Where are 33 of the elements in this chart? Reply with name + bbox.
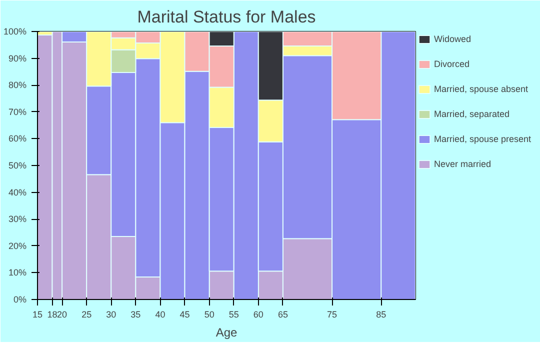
legend-label: Married, separated	[434, 108, 510, 119]
legend-label: Never married	[434, 158, 492, 169]
chart-title: Marital Status for Males	[137, 8, 316, 26]
y-tick-label: 80%	[8, 80, 26, 90]
x-tick-label: 50	[204, 310, 214, 320]
x-tick-label: 20	[57, 310, 68, 320]
x-tick-label: 65	[278, 310, 288, 320]
legend-label: Divorced	[434, 58, 470, 69]
x-tick-label: 40	[155, 310, 166, 320]
x-tick-label: 75	[327, 310, 338, 320]
y-tick-label: 50%	[8, 160, 26, 170]
legend-label: Widowed	[434, 33, 472, 44]
y-tick-label: 60%	[8, 134, 26, 144]
y-tick-label: 90%	[8, 53, 26, 64]
legend-label: Married, spouse present	[434, 133, 532, 144]
y-tick-label: 70%	[8, 106, 26, 117]
x-tick-label: 35	[130, 310, 141, 320]
x-tick-label: 60	[253, 310, 264, 320]
y-tick-label: 10%	[8, 268, 26, 278]
y-tick-label: 100%	[3, 26, 27, 36]
x-tick-label: 30	[106, 310, 116, 320]
y-tick-label: 30%	[8, 214, 26, 224]
y-tick-label: 20%	[8, 240, 26, 251]
x-tick-label: 25	[82, 310, 92, 320]
x-tick-label: 18	[47, 310, 58, 320]
legend-label: Married, spouse absent	[434, 83, 528, 94]
x-tick-label: 85	[376, 310, 386, 320]
x-tick-label: 15	[32, 310, 43, 320]
x-tick-label: 45	[180, 310, 190, 320]
x-axis-title: Age	[216, 326, 238, 340]
y-tick-label: 0%	[13, 294, 27, 304]
y-tick-label: 40%	[8, 187, 26, 198]
x-tick-label: 55	[228, 310, 239, 320]
